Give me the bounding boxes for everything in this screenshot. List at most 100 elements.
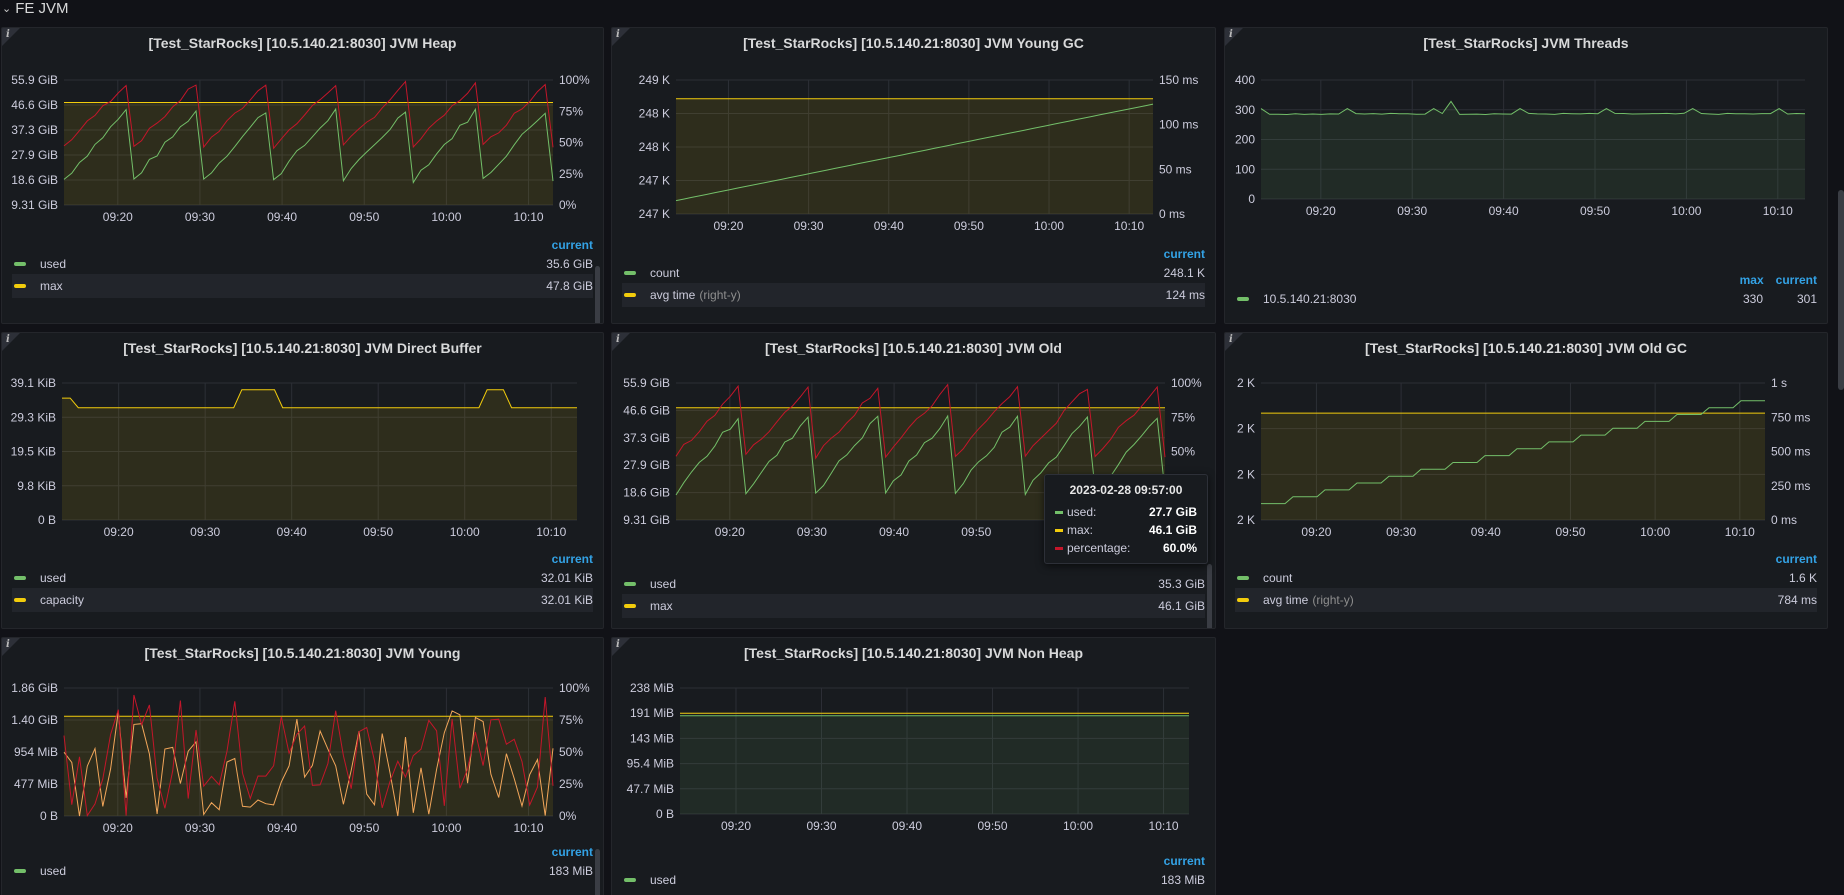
info-corner[interactable] (2, 638, 20, 656)
legend-column-current[interactable]: current (1163, 247, 1205, 261)
info-icon[interactable]: i (1229, 334, 1233, 345)
legend-series-name[interactable]: capacity (40, 593, 533, 607)
legend-column-max[interactable]: max (1739, 273, 1764, 287)
info-icon[interactable]: i (616, 639, 620, 650)
info-icon[interactable]: i (6, 639, 10, 650)
panel-title[interactable]: [Test_StarRocks] [10.5.140.21:8030] JVM … (148, 35, 457, 51)
legend-label[interactable]: avg time (1263, 593, 1309, 607)
legend-item-avg-time[interactable]: avg time (right-y) 784 ms (1235, 588, 1817, 612)
series-color-swatch[interactable] (14, 262, 26, 266)
legend-item-used[interactable]: used 32.01 KiB (12, 566, 593, 590)
graph-younggc[interactable]: 249 K 248 K 248 K 247 K 247 K 150 ms 100 ms 50 … (612, 28, 1216, 324)
legend-series-name[interactable]: used (40, 571, 533, 585)
legend-item-max[interactable]: max 47.8 GiB (12, 274, 593, 298)
legend-series-name[interactable]: used (650, 873, 1145, 887)
info-icon[interactable]: i (616, 334, 620, 345)
legend-column-current[interactable]: current (1775, 273, 1817, 287)
series-color-swatch[interactable] (14, 284, 26, 288)
graph-threads[interactable]: 400 300 200 100 0 09:20 09:30 09:40 09:50 10:00 10… (1225, 28, 1828, 324)
graph-oldgc[interactable]: 2 K 2 K 2 K 2 K 1 s 750 ms 500 ms 250 ms 0 ms 09:… (1225, 333, 1828, 629)
legend-scrollbar[interactable] (595, 266, 600, 323)
legend-series-name[interactable]: count (650, 266, 1145, 280)
legend-scrollbar[interactable] (595, 849, 600, 895)
legend-label[interactable]: max (40, 279, 63, 293)
row-title[interactable]: FE JVM (15, 0, 69, 17)
series-color-swatch[interactable] (14, 598, 26, 602)
info-corner[interactable] (1225, 333, 1243, 351)
info-icon[interactable]: i (6, 334, 10, 345)
panel-young[interactable]: i [Test_StarRocks] [10.5.140.21:8030] JVM… (1, 637, 604, 895)
legend-series-name[interactable]: used (40, 864, 533, 878)
graph-heap[interactable]: 55.9 GiB 46.6 GiB 37.3 GiB 27.9 GiB 18.6 GiB… (2, 28, 604, 324)
series-color-swatch[interactable] (1237, 576, 1249, 580)
info-icon[interactable]: i (6, 29, 10, 40)
legend-column-current[interactable]: current (551, 845, 593, 859)
series-color-swatch[interactable] (624, 604, 636, 608)
legend-scrollbar[interactable] (1207, 564, 1212, 628)
legend-label[interactable]: used (650, 873, 677, 887)
panel-title[interactable]: [Test_StarRocks] JVM Threads (1423, 35, 1629, 51)
legend-label[interactable]: count (1263, 571, 1293, 585)
info-corner[interactable] (1225, 28, 1243, 46)
legend-item-used[interactable]: used 183 MiB (12, 859, 593, 883)
panel-title[interactable]: [Test_StarRocks] [10.5.140.21:8030] JVM … (765, 340, 1062, 356)
panel-oldgc[interactable]: i [Test_StarRocks] [10.5.140.21:8030] JVM… (1224, 332, 1828, 629)
info-corner[interactable] (612, 28, 630, 46)
legend-item-count[interactable]: count 248.1 K (622, 261, 1205, 285)
legend-column-current[interactable]: current (551, 238, 593, 252)
series-color-swatch[interactable] (1237, 598, 1249, 602)
legend-label[interactable]: max (650, 599, 673, 613)
legend-column-current[interactable]: current (1775, 552, 1817, 566)
row-header[interactable]: ⌄ FE JVM (0, 0, 69, 17)
panel-title[interactable]: [Test_StarRocks] [10.5.140.21:8030] JVM … (743, 35, 1084, 51)
legend-label[interactable]: used (40, 257, 67, 271)
legend-item-used[interactable]: used 183 MiB (622, 868, 1205, 892)
graph-nonheap[interactable]: 238 MiB 191 MiB 143 MiB 95.4 MiB 47.7 MiB 0 B… (612, 638, 1216, 895)
panel-heap[interactable]: i [Test_StarRocks] [10.5.140.21:8030] JVM… (1, 27, 604, 324)
series-color-swatch[interactable] (624, 582, 636, 586)
legend-series-name[interactable]: max (40, 279, 533, 293)
panel-title[interactable]: [Test_StarRocks] [10.5.140.21:8030] JVM … (744, 645, 1083, 661)
legend-series-name[interactable]: used (650, 577, 1145, 591)
info-icon[interactable]: i (616, 29, 620, 40)
graph-direct[interactable]: 39.1 KiB 29.3 KiB 19.5 KiB 9.8 KiB 0 B 09:20 0… (2, 333, 604, 629)
panel-younggc[interactable]: i [Test_StarRocks] [10.5.140.21:8030] JVM… (611, 27, 1216, 324)
legend-item-used[interactable]: used 35.6 GiB (12, 252, 593, 276)
legend-series-name[interactable]: 10.5.140.21:8030 (1263, 292, 1703, 306)
legend-item-max[interactable]: max 46.1 GiB (622, 594, 1205, 618)
legend-series-name[interactable]: avg time (right-y) (650, 288, 1145, 302)
series-color-swatch[interactable] (624, 271, 636, 275)
series-color-swatch[interactable] (14, 576, 26, 580)
legend-column-current[interactable]: current (1163, 854, 1205, 868)
info-corner[interactable] (612, 333, 630, 351)
legend-series-name[interactable]: avg time (right-y) (1263, 593, 1757, 607)
panel-title[interactable]: [Test_StarRocks] [10.5.140.21:8030] JVM … (123, 340, 482, 356)
legend-series-name[interactable]: max (650, 599, 1145, 613)
info-corner[interactable] (612, 638, 630, 656)
legend-label[interactable]: used (40, 864, 67, 878)
series-color-swatch[interactable] (624, 878, 636, 882)
legend-label[interactable]: used (40, 571, 67, 585)
legend-item-10-5-140-21-8030[interactable]: 10.5.140.21:8030 330 301 (1235, 287, 1817, 311)
legend-label[interactable]: count (650, 266, 680, 280)
info-corner[interactable] (2, 333, 20, 351)
legend-series-name[interactable]: count (1263, 571, 1757, 585)
panel-direct[interactable]: i [Test_StarRocks] [10.5.140.21:8030] JVM… (1, 332, 604, 629)
series-color-swatch[interactable] (14, 869, 26, 873)
legend-label[interactable]: 10.5.140.21:8030 (1263, 292, 1357, 306)
legend-item-used[interactable]: used 35.3 GiB (622, 572, 1205, 596)
legend-label[interactable]: avg time (650, 288, 696, 302)
series-color-swatch[interactable] (1237, 297, 1249, 301)
legend-label[interactable]: used (650, 577, 677, 591)
legend-item-count[interactable]: count 1.6 K (1235, 566, 1817, 590)
info-icon[interactable]: i (1229, 29, 1233, 40)
series-color-swatch[interactable] (624, 293, 636, 297)
panel-threads[interactable]: i [Test_StarRocks] JVM Threads 400 300 200 10… (1224, 27, 1828, 324)
panel-title[interactable]: [Test_StarRocks] [10.5.140.21:8030] JVM … (144, 645, 461, 661)
legend-series-name[interactable]: used (40, 257, 533, 271)
legend-item-avg-time[interactable]: avg time (right-y) 124 ms (622, 283, 1205, 307)
graph-young[interactable]: 1.86 GiB 1.40 GiB 954 MiB 477 MiB 0 B 100% 75%… (2, 638, 604, 895)
panel-nonheap[interactable]: i [Test_StarRocks] [10.5.140.21:8030] JVM… (611, 637, 1216, 895)
legend-column-current[interactable]: current (551, 552, 593, 566)
page-scrollbar[interactable] (1838, 190, 1844, 390)
